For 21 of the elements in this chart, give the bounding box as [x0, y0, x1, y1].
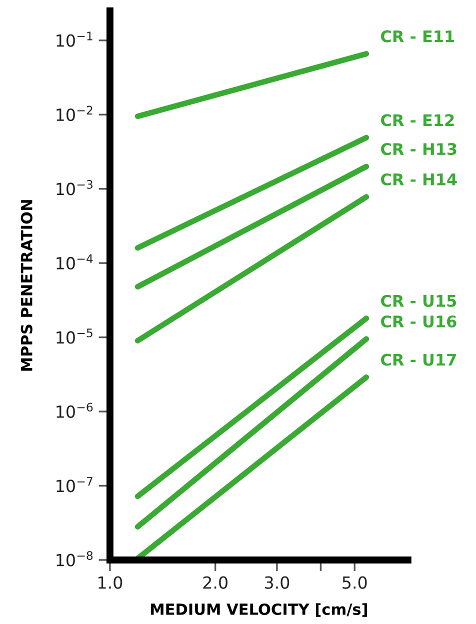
y-tick-label: 10$^{−8}$ — [56, 551, 93, 566]
x-tick-label: 2.0 — [203, 576, 228, 589]
x-axis-title: MEDIUM VELOCITY [cm/s] — [151, 603, 367, 617]
x-tick-label: 3.0 — [264, 576, 290, 589]
y-tick-label: 10$^{−4}$ — [56, 254, 93, 270]
series-label: CR - E12 — [381, 114, 454, 126]
y-tick-label: 10$^{−1}$ — [56, 32, 92, 47]
y-tick-label: 10$^{−2}$ — [56, 106, 92, 122]
series-label: CR - H13 — [381, 142, 456, 156]
series-label: CR - U17 — [381, 354, 456, 366]
y-axis-title: MPPS PENETRATION — [20, 200, 32, 371]
series-label: CR - H14 — [381, 173, 457, 186]
series-label: CR - U15 — [381, 294, 456, 307]
x-tick-label: 1.0 — [98, 576, 122, 589]
y-tick-label: 10$^{−6}$ — [56, 402, 93, 418]
series-label: CR - U16 — [381, 315, 456, 328]
series-label: CR - E11 — [381, 30, 454, 42]
y-tick-label: 10$^{−5}$ — [56, 328, 92, 344]
x-tick-label: 5.0 — [342, 576, 367, 589]
y-tick-label: 10$^{−7}$ — [56, 477, 92, 492]
y-tick-label: 10$^{−3}$ — [56, 180, 92, 196]
